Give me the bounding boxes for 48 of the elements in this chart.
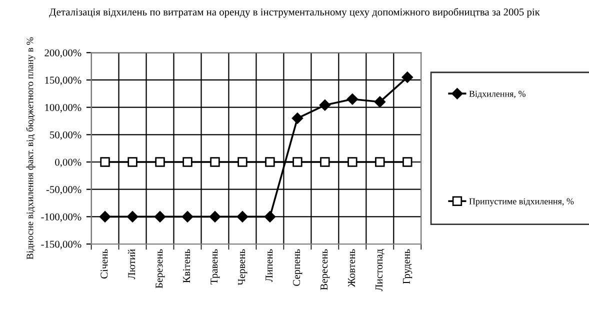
point: [375, 157, 385, 167]
point: [320, 157, 330, 167]
point: [236, 211, 248, 222]
x-tick-label: Грудень: [403, 249, 412, 284]
legend-label: Припустиме відхилення, %: [469, 198, 574, 206]
x-tick-label: Липень: [266, 249, 273, 282]
point: [238, 157, 248, 167]
y-tick-label: -50,00%: [46, 186, 82, 195]
point: [292, 157, 302, 167]
point: [402, 157, 412, 167]
point: [154, 211, 166, 222]
point: [374, 96, 386, 108]
y-axis-title: Відносне відхилення факт. від бюджетного плану в %: [26, 37, 36, 260]
y-tick-label: -100,00%: [41, 213, 82, 222]
y-tick-label: 50,00%: [50, 131, 82, 140]
point: [348, 157, 358, 167]
y-tick-label: 150,00%: [45, 76, 82, 86]
point: [100, 157, 110, 167]
point: [265, 157, 275, 167]
chart-title: Деталізація відхилень по витратам на оренду в інструментальному цеху допоміжного виробництва за 2005 рік: [49, 8, 540, 18]
x-tick-label: Червень: [238, 249, 248, 286]
x-tick-label: Березень: [156, 249, 165, 288]
x-tick-label: Жовтень: [348, 249, 356, 288]
x-tick-label: Квітень: [183, 249, 190, 283]
point: [155, 157, 165, 167]
point: [99, 211, 111, 222]
x-tick-label: Вересень: [320, 249, 330, 290]
point: [210, 157, 220, 167]
y-tick-label: 200,00%: [44, 49, 82, 58]
point: [264, 211, 276, 222]
point: [402, 72, 413, 83]
legend-label: Відхилення, %: [469, 90, 526, 98]
x-tick-label: Лютий: [128, 249, 136, 280]
point: [182, 157, 192, 167]
y-tick-label: -150,00%: [41, 240, 82, 250]
x-tick-label: Серпень: [293, 249, 302, 286]
y-tick-label: 0,00%: [55, 158, 82, 168]
x-tick-label: Листопад: [376, 249, 384, 292]
point: [209, 211, 221, 222]
x-tick-label: Травень: [210, 249, 220, 284]
point: [319, 100, 331, 111]
point: [292, 112, 304, 124]
point: [346, 94, 358, 105]
point: [182, 211, 194, 222]
x-tick-label: Січень: [100, 249, 108, 278]
point: [128, 157, 138, 167]
point: [126, 211, 138, 222]
y-tick-label: 100,00%: [45, 104, 82, 113]
